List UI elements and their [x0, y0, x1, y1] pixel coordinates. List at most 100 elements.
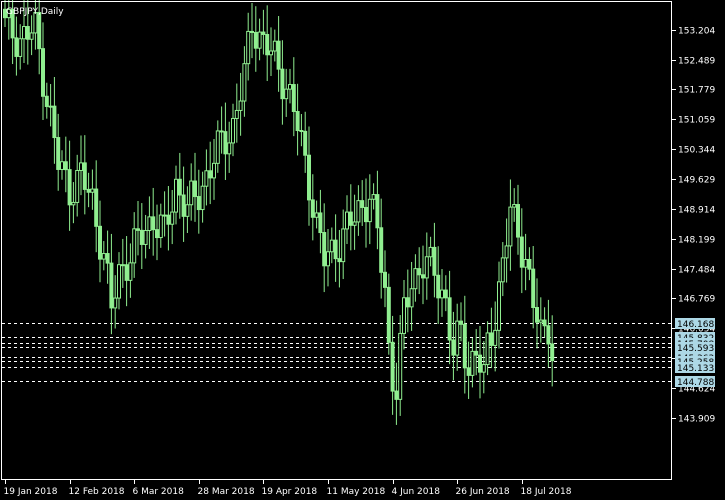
- candle-body: [60, 161, 64, 170]
- x-tick-label: 26 Jun 2018: [456, 487, 510, 497]
- candle: [284, 68, 289, 117]
- candle-body: [303, 130, 308, 156]
- candle-body: [307, 154, 311, 201]
- candle: [489, 307, 494, 369]
- candle-body: [478, 354, 482, 373]
- chart-title: GBPJPY,Daily: [6, 7, 64, 17]
- candle: [250, 2, 254, 59]
- candle-body: [424, 256, 429, 279]
- candle-body: [151, 216, 156, 231]
- candle: [120, 238, 125, 288]
- candle-body: [109, 262, 114, 309]
- candle-body: [18, 38, 23, 57]
- candle-body: [409, 288, 414, 308]
- candle: [531, 246, 536, 329]
- candle: [341, 209, 346, 280]
- candle-body: [417, 268, 422, 276]
- x-tick-label: 28 Mar 2018: [198, 487, 255, 497]
- candle-body: [185, 204, 190, 217]
- candle: [181, 166, 186, 242]
- candle: [478, 325, 482, 399]
- candle-body: [360, 200, 365, 208]
- y-axis: 153.204 152.489 151.779 151.059 150.344 149.6…: [672, 27, 715, 425]
- candle-body: [497, 281, 501, 331]
- candle: [364, 178, 368, 248]
- candle: [329, 227, 334, 264]
- candle-body: [223, 131, 228, 155]
- candle: [538, 297, 543, 343]
- candle-body: [519, 236, 524, 268]
- candle: [443, 275, 448, 312]
- x-tick-label: 19 Apr 2018: [262, 487, 318, 497]
- candle-body: [367, 198, 372, 223]
- candle: [310, 174, 315, 241]
- candle-body: [326, 251, 330, 267]
- candle-body: [538, 319, 543, 323]
- candle: [231, 103, 235, 157]
- candle-body: [158, 214, 163, 239]
- candle: [269, 27, 273, 77]
- candle: [318, 189, 323, 254]
- candle: [242, 46, 247, 117]
- candle: [493, 301, 498, 372]
- candle: [265, 5, 270, 82]
- candle-body: [295, 110, 300, 132]
- candle: [375, 170, 380, 250]
- level-label: 145.133: [675, 362, 715, 374]
- candle: [124, 236, 129, 307]
- candle-body: [379, 227, 384, 273]
- candle-body: [489, 332, 494, 346]
- candle-body: [288, 84, 292, 90]
- candle-body: [147, 216, 152, 232]
- candle-body: [162, 214, 167, 217]
- candle: [535, 278, 539, 349]
- candle-body: [139, 229, 144, 245]
- y-tick-label: 148.199: [678, 236, 715, 246]
- candle-body: [451, 339, 456, 356]
- candle: [253, 6, 258, 72]
- candle: [512, 188, 517, 222]
- candle-body: [257, 31, 262, 49]
- candle-body: [189, 180, 194, 206]
- candle-body: [196, 196, 201, 211]
- candle: [462, 295, 467, 394]
- candle-body: [261, 31, 266, 35]
- candle-body: [512, 204, 517, 208]
- candle: [474, 329, 479, 376]
- level-label-text: 145.593: [677, 344, 714, 354]
- candle-body: [550, 343, 555, 362]
- candle: [117, 252, 121, 310]
- candle: [546, 299, 551, 368]
- candle-body: [402, 297, 406, 334]
- level-label: 144.788: [675, 376, 715, 388]
- plot-frame: [1, 1, 672, 480]
- y-tick-label: 146.054: [678, 325, 715, 335]
- candle-body: [250, 30, 254, 33]
- candle: [128, 243, 133, 298]
- candle-body: [516, 204, 520, 238]
- candle: [193, 152, 197, 222]
- candle: [136, 201, 140, 256]
- candle: [143, 214, 148, 259]
- candle: [428, 236, 433, 267]
- candle-body: [101, 253, 106, 260]
- candle-body: [356, 200, 361, 223]
- candle: [333, 214, 338, 282]
- y-tick-label: 151.779: [678, 86, 715, 96]
- candle: [166, 186, 171, 251]
- candle-body: [90, 188, 95, 193]
- candle-body: [485, 332, 490, 366]
- candle-body: [394, 390, 399, 400]
- y-tick-label: 144.624: [678, 385, 715, 395]
- level-label-text: 146.168: [677, 320, 714, 330]
- candle-body: [371, 194, 376, 200]
- candle-body: [280, 68, 285, 100]
- candle: [451, 311, 456, 381]
- candle-body: [299, 130, 304, 133]
- candle: [257, 18, 262, 61]
- x-tick-label: 6 Mar 2018: [133, 487, 185, 497]
- candle: [466, 341, 471, 399]
- candle-body: [459, 320, 463, 325]
- candle: [390, 315, 395, 415]
